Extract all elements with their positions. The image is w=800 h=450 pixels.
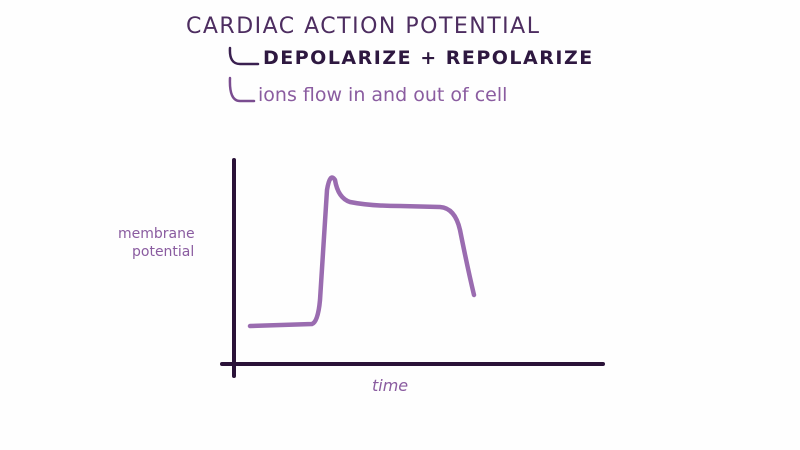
- y-axis-label-line2: potential: [132, 244, 195, 260]
- diagram-title: CARDIAC ACTION POTENTIAL: [186, 14, 541, 39]
- depolarize-repolarize-note: DEPOLARIZE + REPOLARIZE: [263, 47, 594, 69]
- action-potential-curve: [247, 175, 477, 329]
- x-axis-label: time: [372, 376, 409, 395]
- y-axis-label-line1: membrane: [118, 226, 195, 242]
- ions-flow-note: ions flow in and out of cell: [258, 84, 508, 106]
- bracket-connector-1: [228, 46, 260, 66]
- bracket-connector-2: [228, 76, 256, 103]
